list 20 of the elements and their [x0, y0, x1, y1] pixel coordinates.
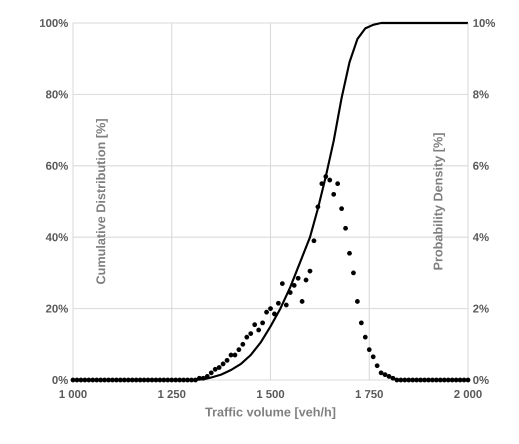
y-tick-label: 0% — [52, 376, 68, 384]
x-tick-label: 1 000 — [60, 390, 87, 398]
x-tick-label: 2 000 — [454, 390, 482, 398]
y-tick-label: 80% — [46, 90, 68, 98]
y-tick-label: 20% — [46, 304, 68, 313]
y-tick-label: 40% — [46, 233, 68, 242]
y2-tick-label: 0% — [473, 376, 489, 384]
y-axis-title: Cumulative Distribution [%] — [96, 119, 108, 284]
y-tick-label: 100% — [40, 19, 68, 28]
x-tick-label: 1 750 — [356, 390, 383, 398]
y2-axis-title: Probability Density [%] — [433, 133, 446, 270]
x-tick-label: 1 500 — [257, 390, 284, 398]
y2-tick-label: 8% — [473, 90, 489, 98]
x-axis-title: Traffic volume [veh/h] — [205, 407, 336, 420]
y2-tick-label: 4% — [472, 233, 489, 242]
y2-tick-label: 2% — [473, 304, 489, 313]
y2-tick-label: 6% — [473, 162, 489, 170]
y2-tick-label: 10% — [473, 19, 496, 28]
y-tick-label: 60% — [46, 162, 68, 170]
x-tick-label: 1 250 — [158, 390, 186, 398]
